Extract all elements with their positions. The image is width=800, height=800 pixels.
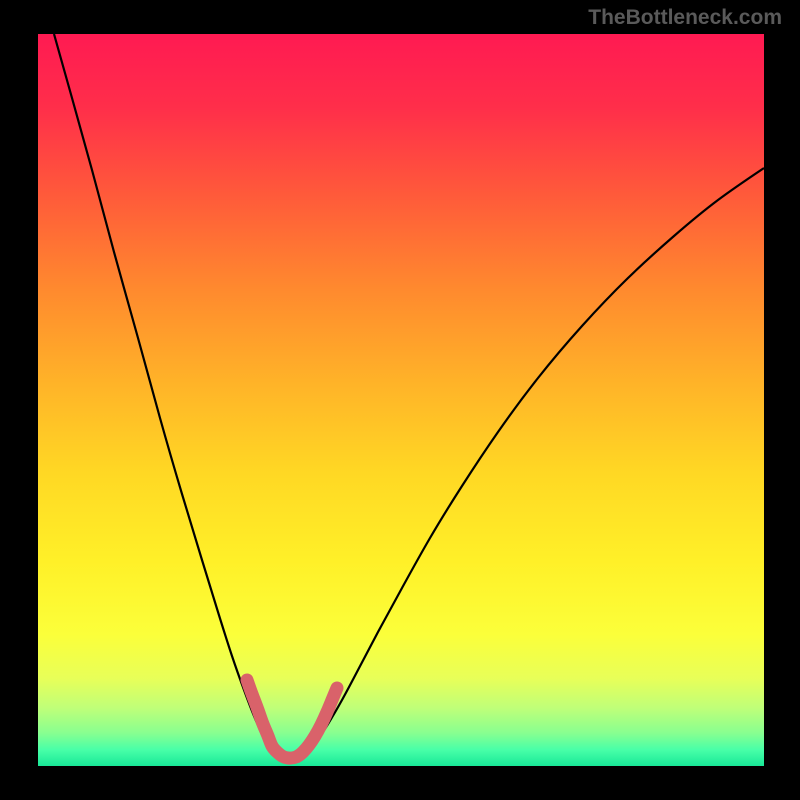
bottleneck-curve: [54, 34, 764, 762]
chart-svg: [38, 34, 764, 766]
watermark-text: TheBottleneck.com: [588, 6, 782, 30]
marker-trail: [247, 680, 337, 758]
plot-area: [38, 34, 764, 766]
